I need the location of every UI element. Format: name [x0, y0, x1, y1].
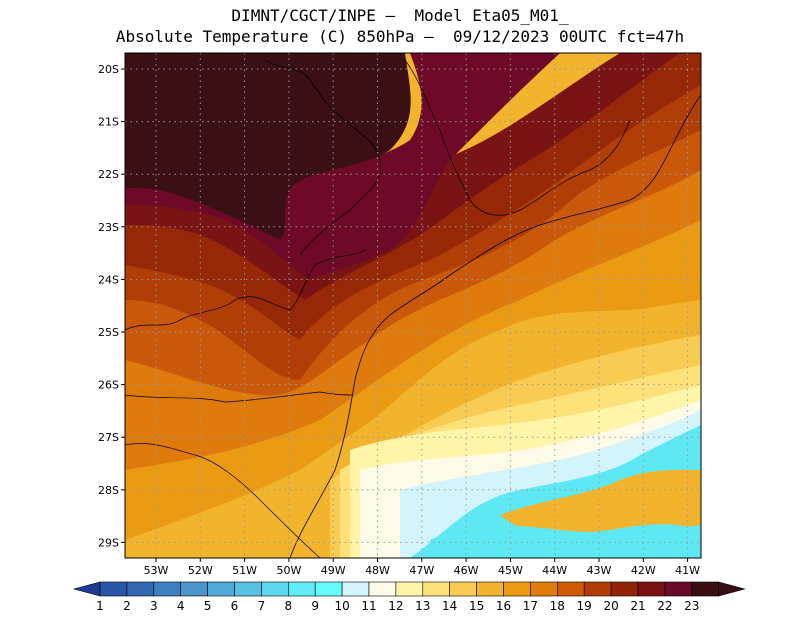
colorbar-label: 3: [150, 599, 158, 613]
colorbar-label: 8: [284, 599, 292, 613]
lon-label: 44W: [542, 564, 567, 577]
band-23: [125, 53, 411, 240]
lat-label: 27S: [98, 431, 119, 444]
colorbar-label: 23: [684, 599, 699, 613]
colorbar-arrow-low: [72, 581, 101, 597]
map-title-line1: DIMNT/CGCT/INPE – Model Eta05_M01_: [231, 6, 569, 25]
colorbar-swatch: [180, 581, 208, 597]
map-frame: [124, 52, 702, 559]
colorbar-swatch: [637, 581, 666, 597]
lon-label: 51W: [232, 564, 257, 577]
lon-label: 46W: [454, 564, 479, 577]
colorbar-swatch: [234, 581, 262, 597]
coastline: [289, 94, 701, 558]
graticule: [121, 53, 701, 562]
colorbar-label: 7: [258, 599, 266, 613]
colorbar-swatch: [422, 581, 450, 597]
lat-label: 22S: [98, 168, 119, 181]
colorbar: [72, 581, 746, 597]
colorbar-label: 20: [603, 599, 618, 613]
colorbar-swatch: [99, 581, 128, 597]
colorbar-label: 2: [123, 599, 131, 613]
lon-label: 41W: [675, 564, 700, 577]
lat-label: 28S: [98, 484, 119, 497]
state-border-pr: [125, 249, 366, 331]
temperature-field: [125, 53, 701, 558]
colorbar-swatch: [261, 581, 289, 597]
colorbar-swatch: [556, 581, 585, 597]
colorbar-swatch: [583, 581, 612, 597]
latitude-labels: 20S 21S 22S 23S 24S 25S 26S 27S 28S 29S: [98, 63, 119, 549]
map-title-line2: Absolute Temperature (C) 850hPa – 09/12/…: [115, 27, 685, 46]
colorbar-swatch: [287, 581, 316, 597]
colorbar-label: 18: [550, 599, 565, 613]
colorbar-swatch: [314, 581, 343, 597]
colorbar-label: 22: [657, 599, 672, 613]
lon-label: 49W: [321, 564, 346, 577]
colorbar-label: 10: [334, 599, 349, 613]
colorbar-label: 13: [415, 599, 430, 613]
lat-label: 29S: [98, 536, 119, 549]
lat-label: 26S: [98, 379, 119, 392]
colorbar-label: 9: [311, 599, 319, 613]
colorbar-label: 12: [388, 599, 403, 613]
colorbar-swatch: [530, 581, 558, 597]
colorbar-swatch: [153, 581, 182, 597]
band-15-south: [500, 469, 701, 535]
state-border-mg: [404, 59, 631, 216]
lon-label: 48W: [365, 564, 390, 577]
colorbar-swatch: [691, 581, 719, 597]
colorbar-label: 5: [204, 599, 212, 613]
colorbar-labels: 1 2 3 4 5 6 7 8 9 10 11 12 13 14 15 16 17 18 19 20 21 22 23: [96, 599, 699, 613]
colorbar-swatch: [126, 581, 155, 597]
colorbar-label: 11: [361, 599, 376, 613]
colorbar-arrow-high: [718, 581, 746, 597]
lat-label: 25S: [98, 326, 119, 339]
colorbar-swatch: [503, 581, 531, 597]
lon-label: 45W: [498, 564, 523, 577]
colorbar-label: 21: [630, 599, 645, 613]
colorbar-swatch: [341, 581, 370, 597]
colorbar-swatch: [449, 581, 477, 597]
colorbar-label: 17: [523, 599, 538, 613]
lat-label: 23S: [98, 221, 119, 234]
colorbar-label: 1: [96, 599, 104, 613]
colorbar-label: 6: [231, 599, 239, 613]
state-border-sp: [264, 59, 382, 256]
band-8-south: [430, 525, 701, 558]
lon-label: 42W: [631, 564, 656, 577]
colorbar-swatch: [368, 581, 397, 597]
colorbar-swatch: [476, 581, 504, 597]
lat-label: 20S: [98, 63, 119, 76]
lon-label: 52W: [188, 564, 213, 577]
colorbar-label: 19: [577, 599, 592, 613]
colorbar-label: 14: [442, 599, 457, 613]
colorbar-swatch: [610, 581, 639, 597]
longitude-labels: 53W 52W 51W 50W 49W 48W 47W 46W 45W 44W 43W 42W 41W: [144, 564, 701, 577]
lon-label: 53W: [144, 564, 169, 577]
lon-label: 43W: [587, 564, 612, 577]
colorbar-label: 4: [177, 599, 185, 613]
state-border-sc: [125, 391, 353, 403]
border-uruguay: [125, 443, 321, 558]
colorbar-label: 16: [496, 599, 511, 613]
lon-label: 47W: [409, 564, 434, 577]
colorbar-label: 15: [469, 599, 484, 613]
lat-label: 24S: [98, 273, 119, 286]
lon-label: 50W: [276, 564, 301, 577]
colorbar-swatch: [664, 581, 693, 597]
colorbar-swatch: [395, 581, 424, 597]
colorbar-swatch: [207, 581, 235, 597]
lat-label: 21S: [98, 116, 119, 129]
